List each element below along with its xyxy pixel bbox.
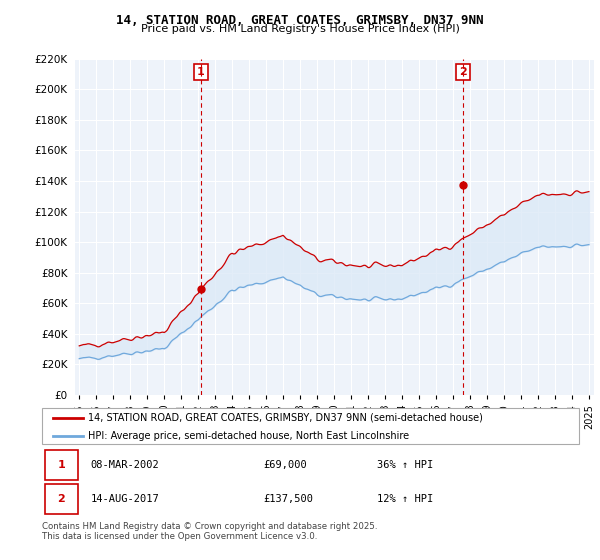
Text: 08-MAR-2002: 08-MAR-2002 <box>91 460 160 470</box>
Text: Contains HM Land Registry data © Crown copyright and database right 2025.
This d: Contains HM Land Registry data © Crown c… <box>42 522 377 542</box>
FancyBboxPatch shape <box>42 408 580 445</box>
Text: Price paid vs. HM Land Registry's House Price Index (HPI): Price paid vs. HM Land Registry's House … <box>140 24 460 34</box>
Text: HPI: Average price, semi-detached house, North East Lincolnshire: HPI: Average price, semi-detached house,… <box>88 431 409 441</box>
Text: 2: 2 <box>459 67 467 77</box>
Text: 12% ↑ HPI: 12% ↑ HPI <box>377 494 433 504</box>
FancyBboxPatch shape <box>45 484 78 514</box>
Text: £69,000: £69,000 <box>263 460 307 470</box>
Text: 14, STATION ROAD, GREAT COATES, GRIMSBY, DN37 9NN (semi-detached house): 14, STATION ROAD, GREAT COATES, GRIMSBY,… <box>88 413 483 423</box>
FancyBboxPatch shape <box>45 450 78 480</box>
Text: £137,500: £137,500 <box>263 494 313 504</box>
Text: 2: 2 <box>58 494 65 504</box>
Text: 1: 1 <box>58 460 65 470</box>
Text: 14-AUG-2017: 14-AUG-2017 <box>91 494 160 504</box>
Text: 36% ↑ HPI: 36% ↑ HPI <box>377 460 433 470</box>
Text: 1: 1 <box>197 67 205 77</box>
Text: 14, STATION ROAD, GREAT COATES, GRIMSBY, DN37 9NN: 14, STATION ROAD, GREAT COATES, GRIMSBY,… <box>116 14 484 27</box>
